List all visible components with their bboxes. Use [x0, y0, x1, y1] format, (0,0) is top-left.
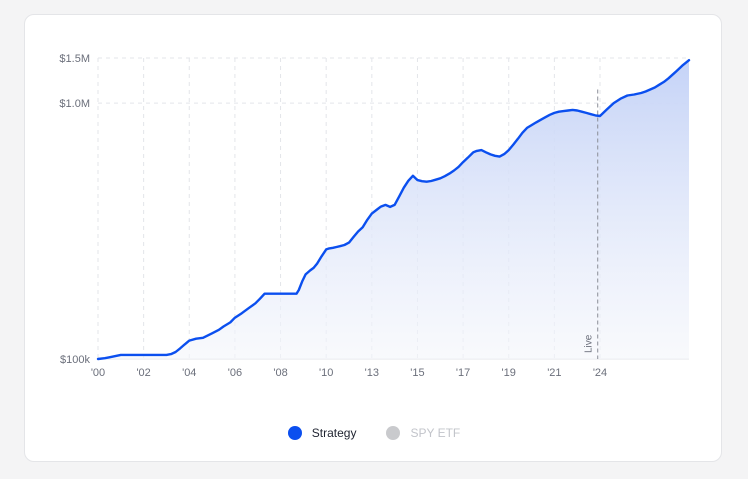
y-axis: $100k $1.0M $1.5M: [59, 53, 90, 366]
x-tick-label: '24: [593, 367, 607, 379]
strategy-series-line: [96, 59, 691, 361]
y-tick-label: $1.5M: [59, 53, 90, 65]
x-tick-label: '06: [228, 367, 242, 379]
x-tick-label: '04: [182, 367, 196, 379]
legend-item-spy[interactable]: SPY ETF: [386, 426, 460, 440]
legend-dot-strategy-icon: [287, 426, 302, 440]
x-tick-label: '02: [136, 367, 150, 379]
strategy-area-fill: [98, 60, 689, 359]
x-tick-label: '10: [319, 367, 333, 379]
x-tick-label: '13: [365, 367, 379, 379]
x-tick-label: '19: [502, 367, 516, 379]
y-tick-label: $1.0M: [59, 98, 90, 110]
legend-item-strategy[interactable]: Strategy: [287, 426, 357, 440]
live-marker: Live: [584, 89, 599, 359]
legend-label-spy: SPY ETF: [410, 426, 461, 440]
legend-label-strategy: Strategy: [311, 426, 357, 440]
x-tick-label: '21: [547, 367, 561, 379]
chart-legend: Strategy SPY ETF: [0, 426, 748, 440]
x-tick-label: '17: [456, 367, 470, 379]
x-axis: '00 '02 '04 '06 '08 '10 '13 '15 '17 '19 '21 '24: [91, 367, 607, 379]
y-tick-label: $100k: [60, 354, 90, 366]
live-marker-label: Live: [584, 334, 595, 353]
x-tick-label: '15: [410, 367, 424, 379]
legend-dot-spy-icon: [386, 426, 401, 440]
x-tick-label: '00: [91, 367, 105, 379]
x-tick-label: '08: [273, 367, 287, 379]
